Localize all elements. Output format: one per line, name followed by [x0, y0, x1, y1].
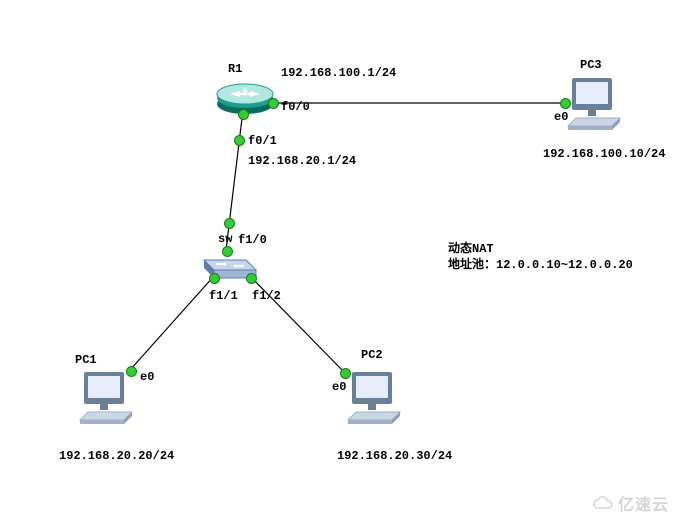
- note-title: 动态NAT: [448, 239, 494, 256]
- label-sw: sw: [218, 232, 232, 246]
- port-dot: [126, 366, 137, 377]
- network-diagram: R1 192.168.100.1/24 f0/0 f0/1 192.168.20…: [0, 0, 677, 519]
- label-PC2-e0: e0: [332, 380, 346, 394]
- port-dot: [246, 273, 257, 284]
- watermark-text: 亿速云: [618, 491, 669, 515]
- label-sw-f12: f1/2: [252, 289, 281, 303]
- pc-PC3: [566, 76, 626, 132]
- label-PC1-ip: 192.168.20.20/24: [59, 449, 174, 463]
- port-dot: [224, 218, 235, 229]
- label-PC2: PC2: [361, 348, 383, 362]
- port-dot: [340, 368, 351, 379]
- label-R1-f01-ip: 192.168.20.1/24: [248, 154, 356, 168]
- label-R1-f01: f0/1: [248, 134, 277, 148]
- label-sw-f10: f1/0: [238, 233, 267, 247]
- label-PC3-e0: e0: [554, 110, 568, 124]
- note-pool: 地址池：12.0.0.10~12.0.0.20: [448, 255, 633, 272]
- label-PC1-e0: e0: [140, 370, 154, 384]
- port-dot: [222, 246, 233, 257]
- pc-PC1: [78, 370, 138, 426]
- label-PC2-ip: 192.168.20.30/24: [337, 449, 452, 463]
- cloud-icon: [592, 495, 614, 511]
- port-dot: [560, 98, 571, 109]
- label-PC3: PC3: [580, 58, 602, 72]
- pc-PC2: [346, 370, 406, 426]
- label-R1: R1: [228, 62, 242, 76]
- watermark: 亿速云: [592, 491, 669, 515]
- label-sw-f11: f1/1: [209, 289, 238, 303]
- port-dot: [209, 273, 220, 284]
- label-R1-f00-ip: 192.168.100.1/24: [281, 66, 396, 80]
- port-dot: [238, 109, 249, 120]
- label-PC3-ip: 192.168.100.10/24: [543, 147, 665, 161]
- router-R1: [215, 82, 275, 112]
- port-dot: [234, 135, 245, 146]
- label-R1-f00: f0/0: [281, 100, 310, 114]
- port-dot: [268, 98, 279, 109]
- label-PC1: PC1: [75, 353, 97, 367]
